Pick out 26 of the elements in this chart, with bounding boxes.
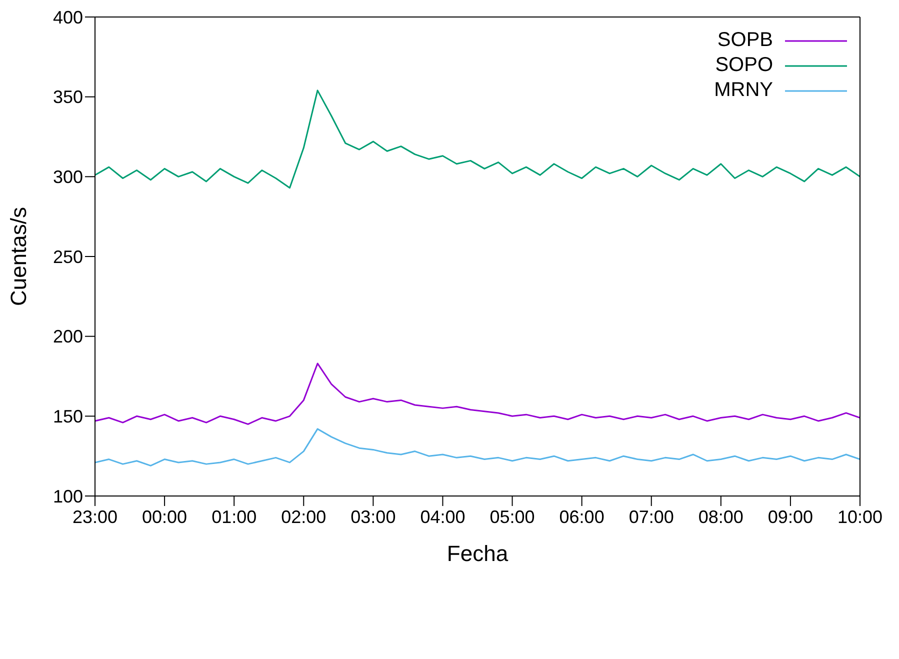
x-tick-label: 07:00 [628,506,674,527]
x-tick-label: 23:00 [72,506,118,527]
line-series [95,362,860,425]
x-tick-label: 01:00 [212,506,257,527]
x-tick-label: 00:00 [142,506,188,527]
x-axis-title: Fecha [446,541,509,566]
y-tick-label: 400 [52,7,83,28]
y-tick-label: 300 [52,167,83,188]
legend-label: SOPO [715,54,773,77]
y-tick-label: 350 [52,87,83,108]
line-series [95,428,860,466]
x-tick-label: 04:00 [420,506,466,527]
y-tick-label: 250 [52,246,83,267]
y-tick-label: 100 [52,486,83,506]
x-tick-label: 08:00 [698,506,744,527]
x-tick-label: 10:00 [837,506,883,527]
x-tick-label: 06:00 [559,506,604,527]
y-axis-title: Cuentas/s [6,206,31,306]
x-tick-label: 05:00 [490,506,535,527]
x-tick-label: 03:00 [350,506,396,527]
legend-label: SOPB [717,29,773,52]
x-tick-label: 02:00 [281,506,326,527]
x-tick-label: 09:00 [768,506,813,527]
y-tick-label: 150 [52,406,83,427]
legend-label: MRNY [714,79,773,102]
y-tick-label: 200 [52,326,83,347]
